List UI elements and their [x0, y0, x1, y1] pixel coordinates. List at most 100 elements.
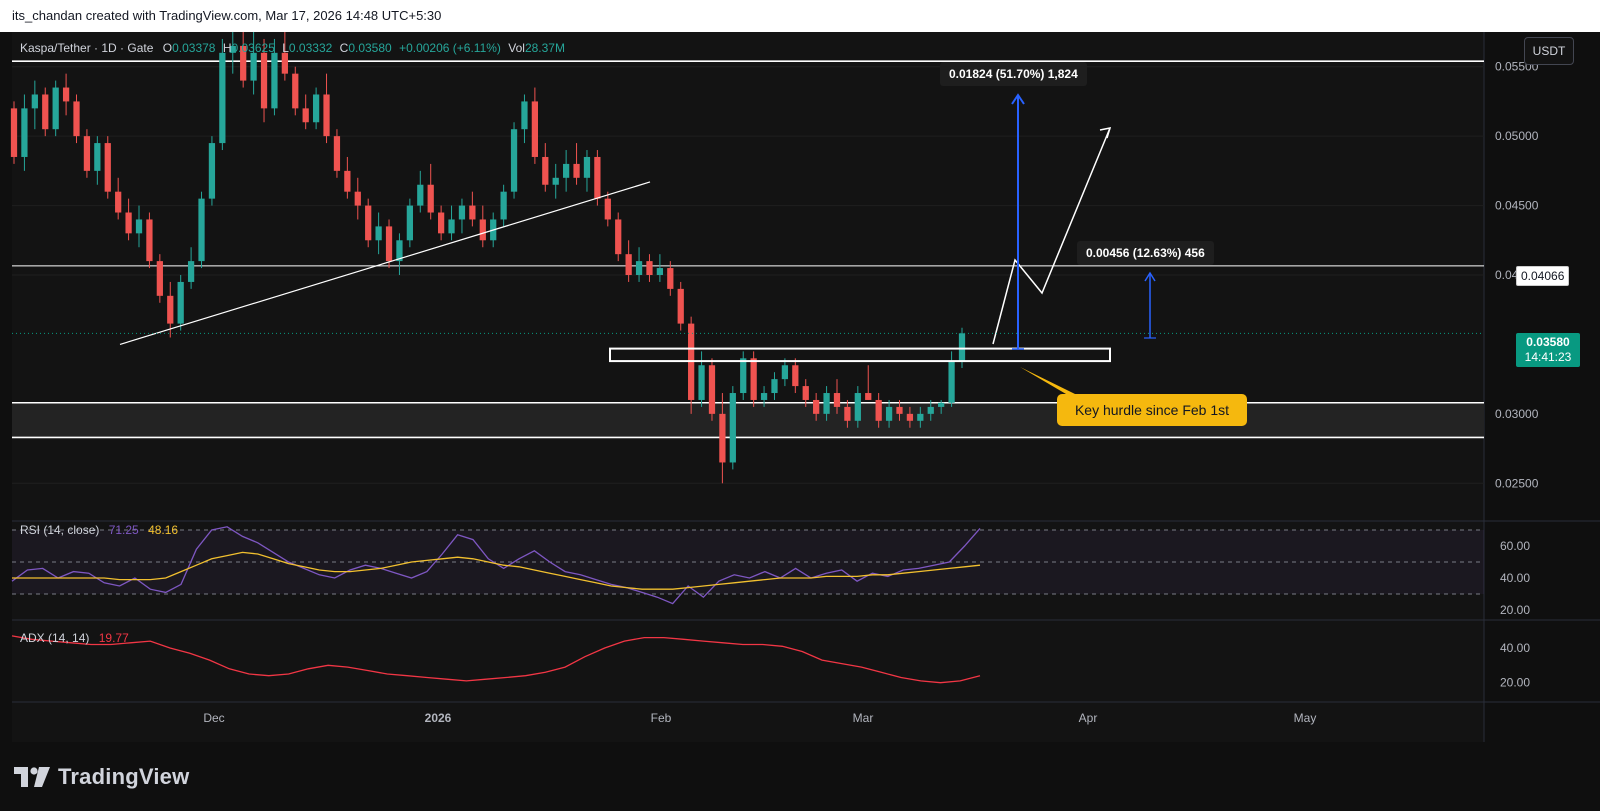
candle	[833, 379, 841, 414]
candle-body	[760, 393, 768, 400]
candle	[125, 198, 132, 241]
trendline	[119, 181, 651, 346]
candle-body	[531, 101, 539, 157]
candle	[406, 198, 413, 248]
candle-body	[833, 393, 841, 407]
candle-body	[563, 163, 570, 178]
tradingview-brand: TradingView	[58, 764, 190, 789]
candle	[875, 393, 882, 428]
price-tick-label: 0.05000	[1495, 129, 1539, 143]
candle-body	[354, 191, 361, 206]
candle	[427, 163, 434, 220]
measure-arrowhead-large	[1011, 93, 1025, 105]
measure-label-small: 0.00456 (12.63%) 456	[1077, 241, 1214, 265]
candle-body	[927, 406, 934, 414]
candle-body	[448, 219, 455, 234]
candle	[563, 150, 570, 192]
candle-body	[896, 406, 903, 414]
candle-body	[542, 156, 549, 185]
price-tick-label: 0.02500	[1495, 476, 1539, 490]
candle-body	[396, 240, 403, 262]
open-label: O	[162, 41, 173, 55]
tradingview-logo[interactable]: TradingView	[14, 764, 189, 790]
candle-body	[521, 101, 528, 130]
candle	[604, 191, 611, 227]
candle	[573, 143, 580, 185]
candle-body	[792, 365, 799, 387]
candle	[594, 150, 601, 206]
candle-body	[875, 399, 882, 421]
candle	[719, 393, 726, 484]
currency-button[interactable]: USDT	[1524, 37, 1574, 65]
candle-body	[719, 413, 726, 463]
candle-body	[31, 94, 38, 109]
candle-body	[667, 268, 674, 289]
candle-body	[83, 136, 91, 171]
candle	[115, 177, 122, 220]
candle	[896, 399, 903, 421]
candle-body	[604, 198, 611, 220]
candle-body	[656, 268, 664, 275]
change-value: +0.00206 (+6.11%)	[399, 41, 501, 55]
candle-body	[552, 177, 559, 185]
candle	[865, 365, 872, 400]
candle	[333, 129, 341, 178]
candle	[917, 406, 924, 428]
candle	[469, 191, 476, 227]
candle-body	[885, 406, 893, 421]
candle-body	[813, 399, 820, 414]
candle	[260, 38, 268, 123]
candle	[396, 233, 403, 275]
candle-body	[104, 143, 111, 192]
candle	[323, 73, 330, 144]
candle-body	[52, 87, 59, 130]
candle-body	[167, 295, 174, 324]
candle-body	[417, 184, 424, 206]
candle	[458, 198, 466, 234]
candle	[385, 219, 393, 269]
candle	[42, 87, 49, 137]
candle-body	[219, 52, 226, 144]
candle	[240, 32, 247, 88]
open-value: 0.03378	[172, 41, 216, 55]
candle	[615, 212, 622, 262]
candle-body	[115, 191, 122, 213]
candle	[656, 254, 664, 282]
chart-background	[12, 32, 1484, 742]
candle-body	[573, 163, 580, 178]
candle	[583, 150, 591, 192]
candle-body	[312, 94, 320, 123]
candle	[198, 191, 205, 269]
candle-body	[948, 361, 955, 403]
candle-body	[427, 184, 434, 213]
candle	[760, 386, 768, 407]
candle-body	[323, 94, 330, 137]
candle	[73, 94, 80, 144]
candle-body	[21, 108, 28, 157]
candle	[104, 136, 111, 199]
rsi-legend: RSI (14, close) 71.25 48.16	[20, 523, 178, 537]
key-hurdle-callout: Key hurdle since Feb 1st	[1057, 394, 1247, 426]
chart-area[interactable]: 0.055000.050000.045000.040000.030000.025…	[0, 25, 1600, 742]
time-tick-label: May	[1294, 711, 1317, 725]
candle	[667, 261, 674, 296]
candle	[187, 247, 195, 289]
candle	[854, 386, 861, 428]
candle	[625, 240, 632, 282]
rsi-value: 71.25	[108, 523, 139, 537]
candle-body	[177, 281, 184, 324]
candle	[729, 386, 736, 470]
time-tick-label: 2026	[425, 711, 452, 725]
adx-tick-label: 20.00	[1500, 676, 1530, 690]
candle	[708, 358, 716, 421]
candle-body	[42, 94, 49, 130]
candle-body	[771, 379, 778, 394]
chart-canvas[interactable]: 0.055000.050000.045000.040000.030000.025…	[0, 25, 1600, 742]
candle-body	[615, 219, 622, 255]
candle-body	[94, 143, 101, 171]
candle	[781, 358, 789, 387]
candle	[208, 136, 216, 206]
candle	[83, 129, 91, 178]
candle	[792, 358, 799, 394]
candle	[250, 32, 257, 95]
